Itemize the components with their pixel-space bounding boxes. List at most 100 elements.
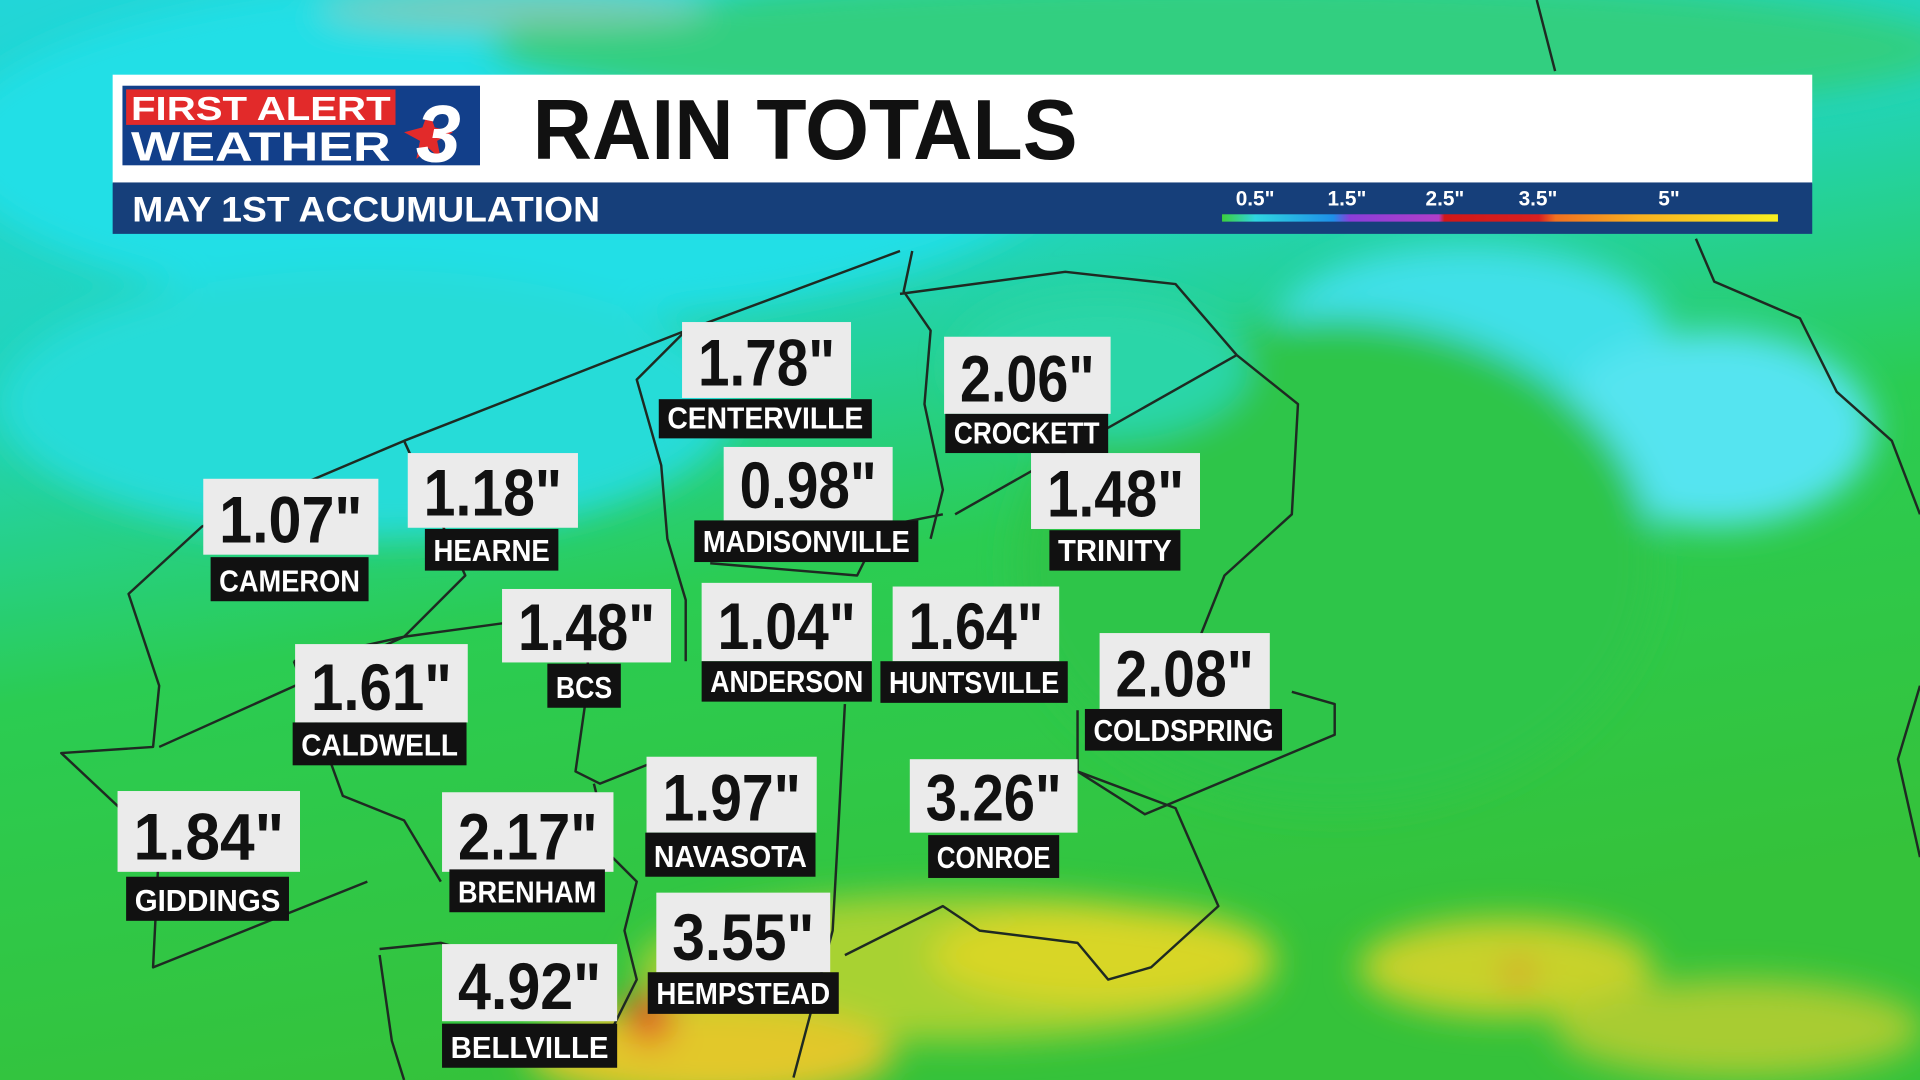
logo-line2: WEATHER: [131, 123, 391, 169]
city-name: CROCKETT: [954, 416, 1100, 450]
title: RAIN TOTALS: [533, 82, 1078, 178]
name-box: [449, 869, 605, 913]
rain-total: 3.55": [672, 901, 814, 975]
name-box: [880, 661, 1068, 703]
rain-total: 4.92": [458, 950, 601, 1024]
total-box: [203, 478, 379, 555]
logo-line1: FIRST ALERT: [131, 91, 391, 128]
name-box: [424, 528, 559, 571]
rain-total: 1.97": [662, 761, 800, 835]
legend-label: 2.5": [1426, 188, 1465, 211]
rain-labels: 1.78"CENTERVILLE 2.06"CROCKETT 1.07" CAMERO…: [117, 322, 1283, 1068]
total-box: [944, 336, 1111, 414]
city-name: CONROE: [937, 841, 1051, 875]
city-name: GIDDINGS: [135, 884, 281, 918]
name-box: [1084, 708, 1283, 751]
rain-total: 2.06": [960, 343, 1095, 417]
city-label: 1.64"HUNTSVILLE: [880, 586, 1068, 703]
city-label: 1.04"ANDERSON: [701, 582, 872, 702]
rain-total: 1.48": [1047, 458, 1184, 532]
total-box: [909, 759, 1078, 833]
name-box: [645, 832, 816, 877]
rain-total: 1.78": [698, 327, 835, 401]
legend-bar: [1222, 214, 1778, 222]
rain-total: 0.98": [740, 449, 877, 523]
name-box: [945, 413, 1109, 454]
total-box: [442, 792, 614, 872]
city-label: 1.18"HEARNE: [407, 453, 578, 571]
name-box: [442, 1023, 618, 1068]
name-box: [647, 972, 839, 1014]
city-name: TRINITY: [1058, 534, 1172, 568]
rain-total: 2.17": [458, 801, 598, 875]
subtitle-strip: [112, 182, 1813, 234]
rain-total: 1.04": [718, 590, 856, 664]
city-name: CALDWELL: [301, 729, 458, 763]
name-box: [547, 663, 621, 708]
city-label: 3.55"HEMPSTEAD: [647, 892, 839, 1014]
city-label: 3.26" CONROE: [909, 759, 1078, 878]
logo-red-band: [126, 89, 396, 125]
city-name: BELLVILLE: [451, 1031, 609, 1065]
city-label: 2.06"CROCKETT: [944, 336, 1111, 454]
rain-total: 1.84": [133, 801, 284, 875]
city-name: ANDERSON: [710, 665, 863, 699]
city-label: 1.48" BCS: [502, 588, 672, 708]
name-box: [1049, 530, 1181, 571]
city-name: COLDSPRING: [1093, 714, 1273, 748]
city-label: 1.48"TRINITY: [1031, 453, 1200, 571]
city-label: 1.61" CALDWELL: [292, 644, 468, 766]
city-label: 4.92" BELLVILLE: [442, 944, 618, 1068]
legend: 0.5" 1.5" 2.5" 3.5" 5": [1236, 188, 1680, 211]
city-label: 1.84" GIDDINGS: [117, 791, 300, 921]
name-box: [928, 835, 1060, 878]
city-label: 1.07" CAMERON: [203, 478, 379, 602]
total-box: [117, 791, 300, 872]
total-box: [656, 892, 831, 973]
total-box: [1031, 453, 1200, 529]
total-box: [892, 586, 1060, 662]
legend-label: 3.5": [1519, 188, 1558, 211]
city-label: 2.08"COLDSPRING: [1084, 633, 1283, 751]
city-name: MADISONVILLE: [703, 525, 910, 559]
logo-star: [404, 110, 454, 160]
total-box: [442, 944, 618, 1022]
total-box: [407, 453, 578, 528]
name-box: [210, 557, 369, 602]
city-name: CAMERON: [219, 564, 360, 598]
city-name: BCS: [556, 671, 612, 705]
city-name: CENTERVILLE: [667, 402, 863, 436]
city-label: 0.98"MADISONVILLE: [694, 446, 919, 563]
header: FIRST ALERT WEATHER 3 RAIN TOTALS MAY 1S…: [112, 74, 1813, 234]
rain-total: 1.64": [909, 590, 1044, 664]
rain-total: 2.08": [1116, 638, 1254, 712]
legend-label: 0.5": [1236, 188, 1275, 211]
city-name: HUNTSVILLE: [889, 666, 1059, 700]
rain-total: 1.61": [311, 651, 452, 725]
name-box: [694, 520, 919, 563]
city-name: BRENHAM: [458, 875, 596, 909]
city-name: HEMPSTEAD: [656, 977, 830, 1011]
city-label: 2.17"BRENHAM: [442, 792, 614, 913]
rain-total: 1.18": [424, 457, 562, 531]
rain-total: 1.48": [518, 591, 655, 665]
city-label: 1.97" NAVASOTA: [645, 756, 817, 877]
rain-total: 3.26": [926, 761, 1062, 835]
total-box: [295, 644, 468, 723]
name-box: [126, 876, 289, 921]
total-box: [1099, 633, 1270, 709]
total-box: [701, 582, 872, 662]
name-box: [701, 661, 872, 702]
total-box: [502, 588, 672, 663]
total-box: [646, 756, 817, 833]
legend-label: 1.5": [1328, 188, 1367, 211]
total-box: [723, 446, 893, 521]
subtitle: MAY 1ST ACCUMULATION: [132, 190, 600, 230]
logo-channel: 3: [416, 90, 461, 180]
legend-label: 5": [1658, 188, 1679, 211]
name-box: [292, 722, 467, 766]
total-box: [682, 322, 852, 398]
logo: FIRST ALERT WEATHER 3: [122, 85, 481, 180]
